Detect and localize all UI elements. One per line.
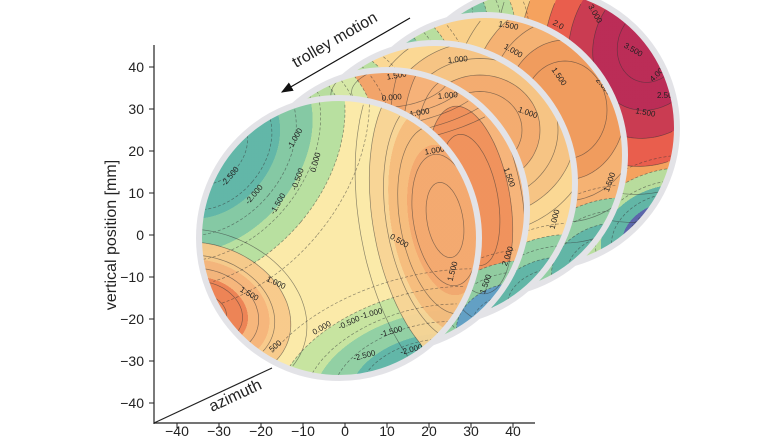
- contour-line: [551, 223, 606, 276]
- y-tick-label: −40: [120, 395, 144, 411]
- x-tick-label: −10: [291, 423, 315, 437]
- contour-label: 1.000: [409, 106, 431, 118]
- contour-line: [221, 104, 370, 304]
- contour-line: [411, 153, 478, 287]
- contour-line: [211, 135, 248, 185]
- y-tick-label: −20: [120, 311, 144, 327]
- y-axis-label: vertical position [mm]: [103, 160, 120, 310]
- contour-region: [199, 98, 479, 378]
- x-tick-label: 30: [463, 423, 479, 437]
- contour-line: [205, 268, 259, 343]
- azimuth-axis-line: [153, 367, 273, 424]
- contour-label: 1.000: [424, 144, 446, 156]
- contour-label: 0.000: [381, 92, 402, 103]
- contour-line: [200, 229, 308, 367]
- contour-label: 1.500: [386, 69, 408, 81]
- contour-line: [354, 104, 408, 357]
- contour-line: [425, 182, 465, 258]
- x-tick-label: 20: [421, 423, 437, 437]
- contour-line: [272, 268, 472, 354]
- x-tick-label: −20: [249, 423, 273, 437]
- y-tick-label: 20: [128, 143, 144, 159]
- y-tick-label: 10: [128, 185, 144, 201]
- disk-rim: [196, 95, 482, 381]
- contour-line: [213, 297, 227, 319]
- x-tick-label: 0: [341, 423, 349, 437]
- contour-label: 1.500: [498, 19, 520, 31]
- contour-label: 1.500: [635, 106, 657, 118]
- contour-label: 2.500: [657, 91, 678, 100]
- contour-line: [456, 283, 504, 330]
- contour-line: [312, 303, 457, 374]
- x-tick-label: 40: [505, 423, 521, 437]
- contour-disk-1: -2.500-2.000 -1.500-1.000-0.5000.0000.500…: [196, 95, 482, 381]
- contour-line: [201, 109, 297, 236]
- contour-label: 1.000: [447, 54, 468, 65]
- azimuth-label: azimuth: [207, 377, 265, 416]
- contour-label: 1.000: [437, 90, 458, 101]
- trolley-motion-arrow-icon: [280, 17, 411, 93]
- contour-line: [611, 195, 657, 244]
- y-tick-label: 0: [136, 227, 144, 243]
- x-tick-label: 10: [379, 423, 395, 437]
- contour-line: [567, 238, 596, 267]
- contour-line: [365, 339, 433, 375]
- y-tick-label: 30: [128, 101, 144, 117]
- contour-line: [507, 269, 543, 301]
- contour-line: [201, 242, 292, 361]
- contour-line: [459, 234, 562, 320]
- contour-line: [368, 106, 422, 345]
- contour-line: [202, 102, 321, 260]
- contour-line: [383, 116, 439, 334]
- y-tick-label: −10: [120, 269, 144, 285]
- x-ticks: −40 −30 −20 −10 0 10 20 30 40: [165, 423, 521, 437]
- y-tick-label: −30: [120, 353, 144, 369]
- contour-disks: 3.0003.5004.0002.5001.5002.01.5001.0001.…: [196, 0, 680, 381]
- contour-line: [397, 128, 455, 314]
- contour-lines: [200, 102, 478, 375]
- y-ticks: 40 30 20 10 0 −10 −20 −30 −40: [120, 59, 154, 411]
- contour-line: [616, 21, 666, 83]
- contour-line: [213, 104, 346, 282]
- x-tick-label: −30: [207, 423, 231, 437]
- y-tick-label: 40: [128, 59, 144, 75]
- contour-line: [338, 321, 450, 375]
- filled-contours: [199, 98, 479, 378]
- contour-line: [289, 285, 464, 367]
- contour-line: [205, 118, 273, 210]
- x-tick-label: −40: [165, 423, 189, 437]
- contour-line: [201, 255, 276, 352]
